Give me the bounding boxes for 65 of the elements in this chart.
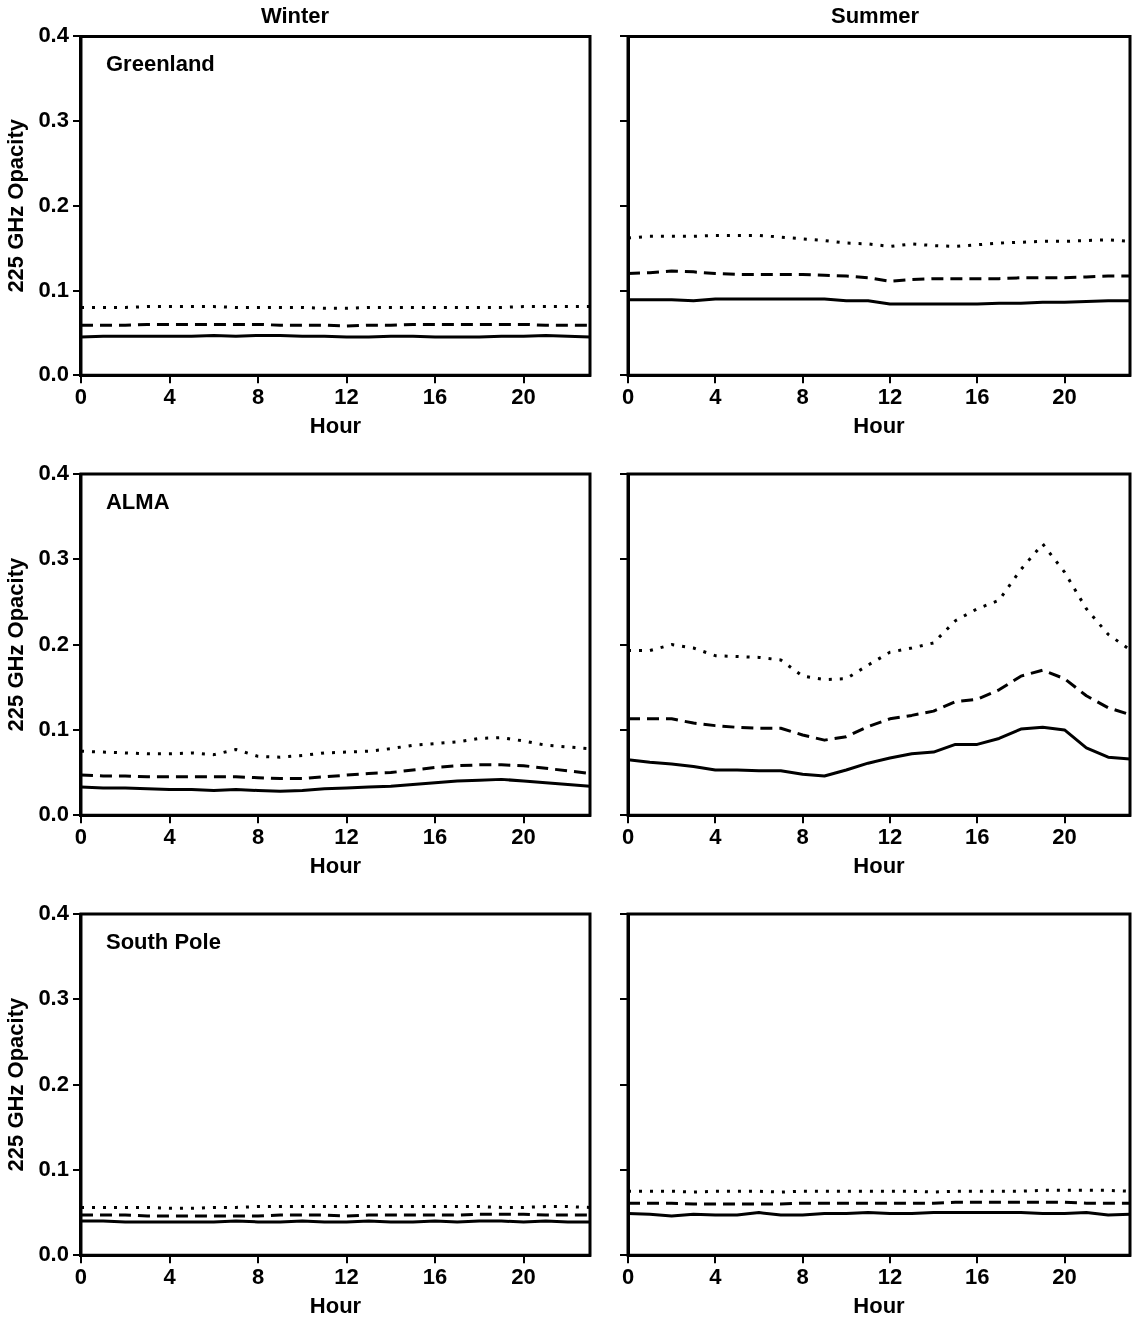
y-tick-label: 0.4 [38,460,70,486]
y-tick-label: 0.3 [38,985,69,1011]
x-tick-label: 4 [709,384,723,410]
x-tick-label: 16 [964,384,990,410]
x-axis-title: Hour [309,412,362,438]
x-tick-label: 16 [964,1264,990,1290]
x-tick-label: 4 [163,1264,177,1290]
y-tick-label: 0.2 [38,191,69,217]
x-tick-label: 12 [877,1264,903,1290]
y-axis-title: 225 GHz Opacity [3,557,29,732]
y-tick-label: 0.0 [38,801,69,827]
x-tick-label: 8 [251,1264,265,1290]
y-tick-label: 0.4 [38,22,70,48]
x-tick-label: 8 [251,824,265,850]
x-tick-label: 4 [709,824,723,850]
x-tick-label: 16 [422,384,448,410]
y-axis-title: 225 GHz Opacity [3,118,29,293]
x-tick-label: 12 [877,384,903,410]
y-axis-title: 225 GHz Opacity [3,997,29,1172]
annotation: ALMA [105,489,170,515]
x-tick-label: 4 [163,824,177,850]
x-axis-title: Hour [853,412,906,438]
x-axis-title: Hour [853,852,906,878]
annotation: Greenland [105,51,215,77]
x-tick-label: 4 [709,1264,723,1290]
x-tick-label: 20 [1052,384,1077,410]
annotation: South Pole [105,929,221,955]
chart-title: Summer [830,3,920,29]
y-tick-label: 0.2 [38,630,69,656]
y-tick-label: 0.1 [38,1155,69,1181]
x-axis-title: Hour [853,1292,906,1318]
x-tick-label: 4 [163,384,177,410]
x-tick-label: 16 [422,824,448,850]
x-tick-label: 20 [511,1264,536,1290]
x-tick-label: 12 [334,824,359,850]
x-axis-title: Hour [309,1292,362,1318]
x-tick-label: 12 [334,384,359,410]
y-tick-label: 0.0 [38,1241,69,1267]
x-tick-label: 8 [796,824,809,850]
x-tick-label: 12 [877,824,903,850]
y-tick-label: 0.3 [38,107,69,133]
x-tick-label: 0 [74,824,88,850]
x-tick-label: 0 [621,824,635,850]
x-tick-label: 8 [796,384,809,410]
x-tick-label: 16 [964,824,990,850]
x-axis-title: Hour [309,852,362,878]
y-tick-label: 0.1 [38,276,69,302]
y-tick-label: 0.2 [38,1070,69,1096]
x-tick-label: 20 [511,824,536,850]
x-tick-label: 0 [74,384,88,410]
x-tick-label: 0 [621,1264,635,1290]
chart-title: Winter [260,3,330,29]
x-tick-label: 16 [422,1264,448,1290]
y-tick-label: 0.0 [38,361,69,387]
x-tick-label: 20 [1052,824,1077,850]
x-tick-label: 0 [621,384,635,410]
x-tick-label: 20 [1052,1264,1077,1290]
y-tick-label: 0.3 [38,545,69,571]
x-tick-label: 20 [511,384,536,410]
x-tick-label: 8 [251,384,265,410]
x-tick-label: 0 [74,1264,88,1290]
x-tick-label: 12 [334,1264,359,1290]
x-tick-label: 8 [796,1264,809,1290]
y-tick-label: 0.4 [38,900,70,926]
y-tick-label: 0.1 [38,715,69,741]
